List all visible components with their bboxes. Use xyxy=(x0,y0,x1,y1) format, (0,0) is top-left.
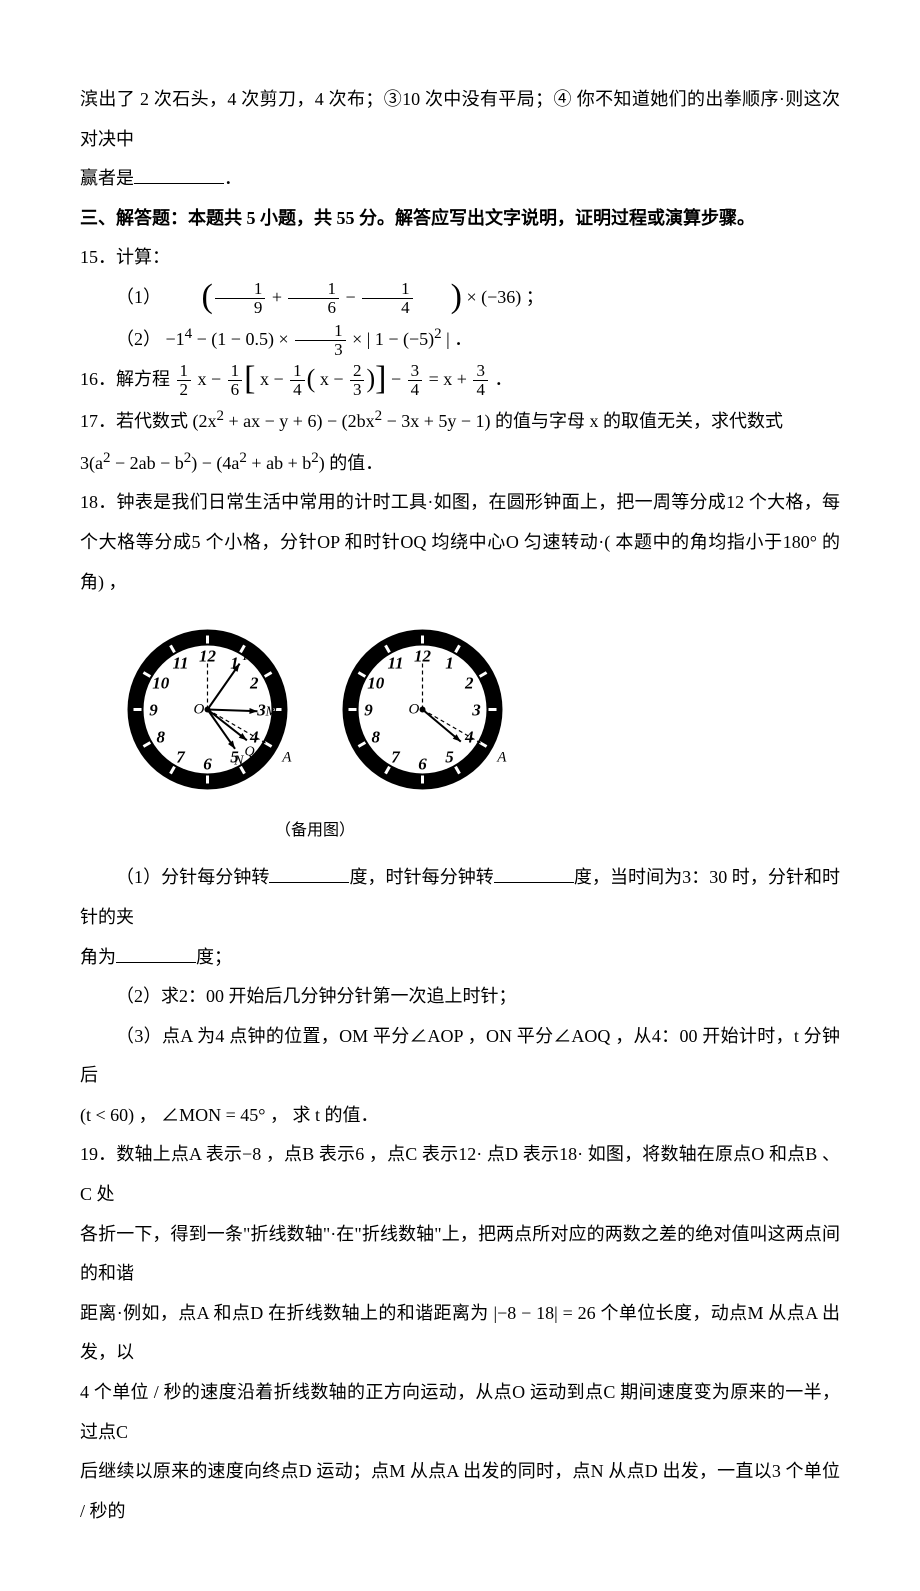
q18-part1-line1: （1）分针每分钟转度，时针每分钟转度，当时间为3：30 时，分针和时针的夹 xyxy=(80,858,840,937)
q18-p1-a: （1）分针每分钟转 xyxy=(116,867,269,887)
svg-text:O: O xyxy=(194,702,205,718)
q19-line3-a: 距离·例如，点A 和点D 在折线数轴上的和谐距离为 xyxy=(80,1303,489,1323)
svg-text:6: 6 xyxy=(418,755,427,774)
q15-part1-expr: (19 + 16 − 14) × (−36) xyxy=(166,287,526,307)
svg-text:12: 12 xyxy=(414,647,432,666)
svg-text:6: 6 xyxy=(203,755,212,774)
context-line-2a: 赢者是 xyxy=(80,168,134,188)
svg-text:10: 10 xyxy=(152,674,170,693)
svg-text:N: N xyxy=(233,754,244,769)
q18-caption: （备用图） xyxy=(120,813,510,848)
svg-text:8: 8 xyxy=(371,728,380,747)
q19-abs-expr: |−8 − 18| = 26 xyxy=(493,1303,595,1323)
q15-part1-label: （1） xyxy=(116,287,161,307)
q15-part1: （1） (19 + 16 − 14) × (−36) ； xyxy=(80,278,840,318)
blank-hour-hand xyxy=(494,864,574,883)
q16: 16．解方程 12 x − 16[ x − 14( x − 23)] − 34 … xyxy=(80,360,840,400)
svg-text:10: 10 xyxy=(367,674,385,693)
q15-stem: 15．计算： xyxy=(80,238,840,278)
svg-text:12: 12 xyxy=(199,647,217,666)
context-line-2b: ． xyxy=(224,168,242,188)
svg-text:P: P xyxy=(242,649,252,664)
q17-stem-b: 的值与字母 x 的取值无关，求代数式 xyxy=(495,411,783,431)
q18-p1-l2b: 度； xyxy=(196,947,232,967)
q18-p1-b: 度，时针每分钟转 xyxy=(349,867,493,887)
q16-end: ． xyxy=(494,369,512,389)
q16-stem: 16．解方程 xyxy=(80,369,170,389)
svg-text:9: 9 xyxy=(149,701,158,720)
q15-part2-label: （2） xyxy=(116,329,161,349)
svg-text:M: M xyxy=(264,704,278,719)
svg-text:A: A xyxy=(281,750,292,766)
q19-line5: 后继续以原来的速度向终点D 运动；点M 从点A 出发的同时，点N 从点D 出发，… xyxy=(80,1452,840,1531)
blank-minute-hand xyxy=(269,864,349,883)
q19-line1: 19．数轴上点A 表示−8 ，点B 表示6 ，点C 表示12· 点D 表示18·… xyxy=(80,1135,840,1214)
svg-text:4: 4 xyxy=(464,728,474,747)
q15-part2: （2） −14 − (1 − 0.5) × 13 × | 1 − (−5)2 |… xyxy=(80,318,840,360)
blank-angle xyxy=(116,944,196,963)
svg-text:2: 2 xyxy=(249,674,259,693)
q18-clock-1: 123456789101112OAPMQN xyxy=(120,622,295,797)
clock-1-svg: 123456789101112OAPMQN xyxy=(120,622,295,797)
svg-text:1: 1 xyxy=(445,654,454,673)
svg-text:2: 2 xyxy=(464,674,474,693)
q18-part2: （2）求2：00 开始后几分钟分针第一次追上时针； xyxy=(80,977,840,1017)
q17-line1: 17．若代数式 (2x2 + ax − y + 6) − (2bx2 − 3x … xyxy=(80,400,840,442)
svg-text:O: O xyxy=(409,702,420,718)
context-line-2: 赢者是 ． xyxy=(80,159,840,199)
q17-expr2: 3(a2 − 2ab − b2) − (4a2 + ab + b2) xyxy=(80,453,325,473)
q18-figure-row: 123456789101112OAPMQN 123456789101112OA xyxy=(120,622,840,797)
svg-text:5: 5 xyxy=(445,747,454,766)
svg-text:9: 9 xyxy=(364,701,373,720)
context-line-1: 滨出了 2 次石头，4 次剪刀，4 次布；③10 次中没有平局；④ 你不知道她们… xyxy=(80,80,840,159)
q18-para1: 18．钟表是我们日常生活中常用的计时工具·如图，在圆形钟面上，把一周等分成12 … xyxy=(80,483,840,602)
q17-expr1: (2x2 + ax − y + 6) − (2bx2 − 3x + 5y − 1… xyxy=(193,411,491,431)
svg-text:A: A xyxy=(496,750,507,766)
q16-equation: 12 x − 16[ x − 14( x − 23)] − 34 = x + 3… xyxy=(175,369,495,389)
q17-line2: 3(a2 − 2ab − b2) − (4a2 + ab + b2) 的值． xyxy=(80,442,840,484)
q18-p3-prefix: (t < 60) ， xyxy=(80,1105,157,1125)
q19-line2: 各折一下，得到一条"折线数轴"·在"折线数轴"上，把两点所对应的两数之差的绝对值… xyxy=(80,1215,840,1294)
q18-part3-line1: （3）点A 为4 点钟的位置，OM 平分∠AOP ，ON 平分∠AOQ ，从4：… xyxy=(80,1017,840,1096)
svg-text:3: 3 xyxy=(471,701,481,720)
q15-part2-expr: −14 − (1 − 0.5) × 13 × | 1 − (−5)2 | xyxy=(166,329,455,349)
svg-text:11: 11 xyxy=(387,654,403,673)
svg-text:8: 8 xyxy=(156,728,165,747)
q18-part3-line2: (t < 60) ， ∠MON = 45° ， 求 t 的值． xyxy=(80,1096,840,1136)
clock-2-svg: 123456789101112OA xyxy=(335,622,510,797)
q19-line3: 距离·例如，点A 和点D 在折线数轴上的和谐距离为 |−8 − 18| = 26… xyxy=(80,1294,840,1373)
section-3-header: 三、解答题：本题共 5 小题，共 55 分。解答应写出文字说明，证明过程或演算步… xyxy=(80,199,840,239)
q18-part1-line2: 角为 度； xyxy=(80,938,840,978)
q18-p3-mid: ∠MON = 45° ， xyxy=(157,1105,288,1125)
svg-text:11: 11 xyxy=(172,654,188,673)
q18-clock-2: 123456789101112OA xyxy=(335,622,510,797)
svg-text:Q: Q xyxy=(244,745,254,760)
q19-line4: 4 个单位 / 秒的速度沿着折线数轴的正方向运动，从点O 运动到点C 期间速度变… xyxy=(80,1373,840,1452)
q18-p3-suffix: 求 t 的值． xyxy=(288,1105,379,1125)
blank-context xyxy=(134,165,224,184)
q18-p1-l2a: 角为 xyxy=(80,947,116,967)
q17-stem-c: 的值． xyxy=(329,453,383,473)
q17-stem-a: 17．若代数式 xyxy=(80,411,188,431)
